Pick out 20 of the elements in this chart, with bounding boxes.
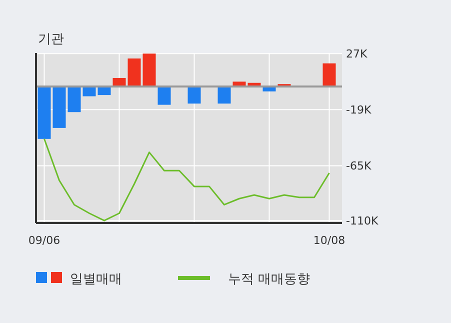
bar	[142, 54, 156, 87]
legend-label: 누적 매매동향	[228, 272, 310, 287]
y-tick-label: 27K	[346, 48, 368, 61]
chart-title: 기관	[38, 32, 64, 47]
bar	[218, 86, 231, 104]
bar	[158, 86, 171, 105]
line-series	[44, 138, 330, 222]
bar	[52, 86, 66, 128]
y-tick-label: -19K	[346, 104, 372, 117]
x-tick-label: 10/08	[313, 234, 346, 247]
bar	[188, 86, 201, 104]
bar	[322, 63, 336, 87]
bar	[68, 86, 81, 112]
y-tick-label: -65K	[346, 160, 372, 173]
bar	[128, 58, 141, 87]
bar	[82, 86, 96, 96]
bar	[38, 86, 51, 139]
x-tick-label: 09/06	[28, 234, 60, 247]
y-tick-label: -110K	[346, 214, 379, 228]
legend-label: 일별매매	[70, 272, 122, 287]
